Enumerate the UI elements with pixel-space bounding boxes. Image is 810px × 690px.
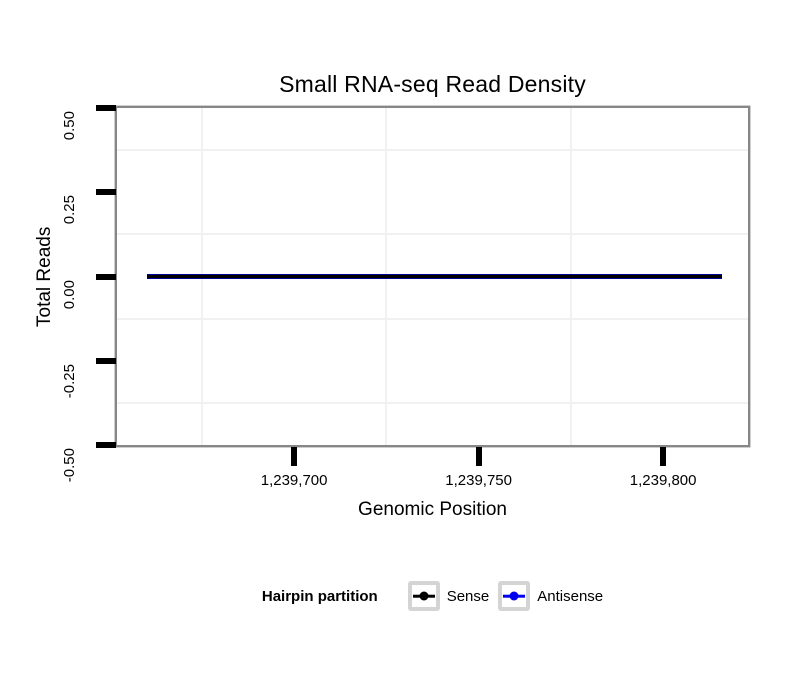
minor-gridline-h [117, 233, 748, 236]
y-tick-label: 0.50 [61, 111, 78, 141]
y-tick-mark [96, 357, 116, 364]
legend-item-sense: Sense [407, 581, 490, 611]
y-tick-label: -0.25 [61, 363, 78, 398]
point-glyph-icon [509, 591, 519, 601]
minor-gridline-h [117, 401, 748, 404]
x-tick-mark [291, 447, 298, 466]
series-line-sense [146, 275, 723, 278]
legend: Hairpin partition Sense Antisense [117, 580, 748, 612]
x-tick-label: 1,239,800 [629, 472, 697, 489]
point-glyph-icon [419, 591, 429, 601]
legend-item-antisense: Antisense [498, 581, 603, 611]
y-tick-label: 0.25 [61, 195, 78, 225]
minor-gridline-h [117, 149, 748, 152]
x-tick-label: 1,239,700 [260, 472, 328, 489]
sense-key-icon [407, 581, 440, 611]
y-tick-mark [96, 189, 116, 196]
legend-label-sense: Sense [446, 587, 490, 605]
chart-title: Small RNA-seq Read Density [279, 71, 586, 97]
x-axis-title: Genomic Position [358, 499, 507, 520]
y-tick-label: 0.00 [61, 279, 78, 309]
legend-title: Hairpin partition [261, 587, 378, 605]
antisense-key-icon [498, 581, 531, 611]
y-tick-mark [96, 105, 116, 111]
legend-label-antisense: Antisense [537, 587, 604, 605]
x-tick-mark [660, 447, 667, 466]
plot-panel [117, 108, 748, 445]
legend-items: Sense Antisense [407, 581, 603, 611]
y-tick-mark [96, 273, 116, 280]
x-tick-label: 1,239,750 [445, 472, 512, 489]
y-axis-title: Total Reads [34, 226, 55, 327]
y-tick-label: -0.50 [61, 448, 78, 483]
y-tick-mark [96, 442, 116, 448]
x-tick-mark [475, 447, 482, 466]
minor-gridline-h [117, 317, 748, 320]
